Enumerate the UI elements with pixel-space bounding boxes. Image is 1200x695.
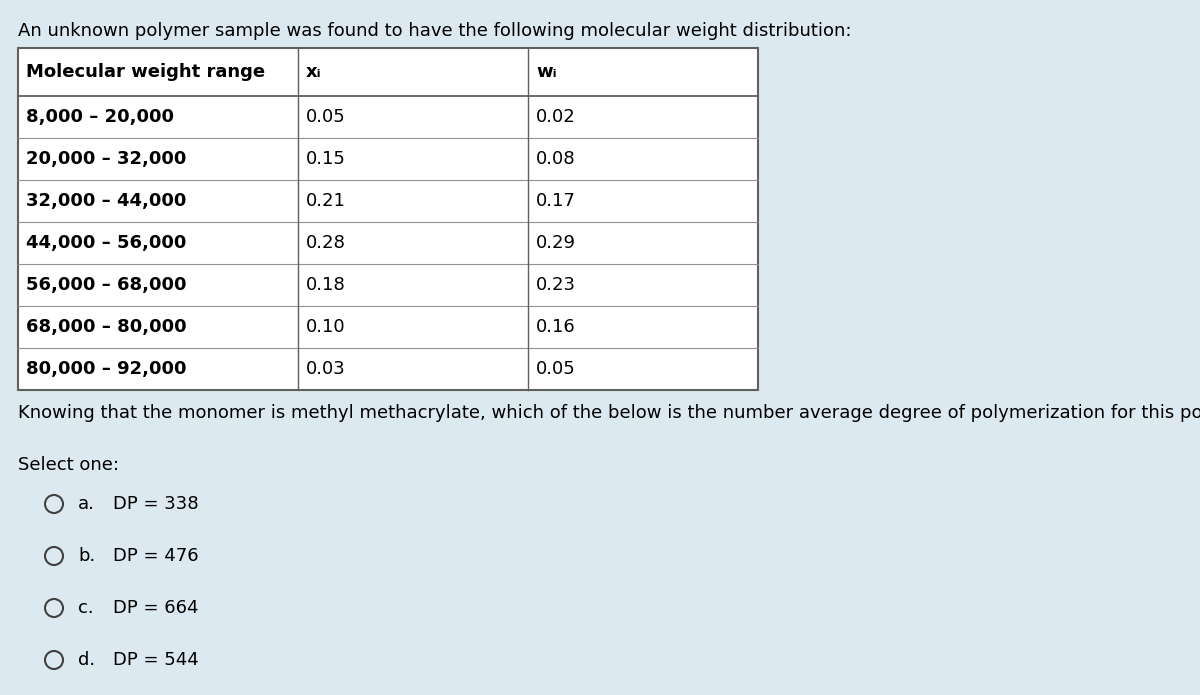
Text: DP = 476: DP = 476 bbox=[113, 547, 199, 565]
Text: a.: a. bbox=[78, 495, 95, 513]
Text: 0.10: 0.10 bbox=[306, 318, 346, 336]
Text: d.: d. bbox=[78, 651, 95, 669]
Text: 0.03: 0.03 bbox=[306, 360, 346, 378]
Text: 0.17: 0.17 bbox=[536, 192, 576, 210]
Text: b.: b. bbox=[78, 547, 95, 565]
Text: 0.16: 0.16 bbox=[536, 318, 576, 336]
Text: 20,000 – 32,000: 20,000 – 32,000 bbox=[26, 150, 186, 168]
Text: 56,000 – 68,000: 56,000 – 68,000 bbox=[26, 276, 186, 294]
Text: 0.28: 0.28 bbox=[306, 234, 346, 252]
Text: DP = 338: DP = 338 bbox=[113, 495, 199, 513]
Text: Molecular weight range: Molecular weight range bbox=[26, 63, 265, 81]
Text: 0.18: 0.18 bbox=[306, 276, 346, 294]
Text: xᵢ: xᵢ bbox=[306, 63, 322, 81]
Text: 0.08: 0.08 bbox=[536, 150, 576, 168]
Text: An unknown polymer sample was found to have the following molecular weight distr: An unknown polymer sample was found to h… bbox=[18, 22, 852, 40]
Text: 32,000 – 44,000: 32,000 – 44,000 bbox=[26, 192, 186, 210]
Text: 0.15: 0.15 bbox=[306, 150, 346, 168]
Text: 0.21: 0.21 bbox=[306, 192, 346, 210]
FancyBboxPatch shape bbox=[18, 48, 758, 390]
Text: c.: c. bbox=[78, 599, 94, 617]
Text: 68,000 – 80,000: 68,000 – 80,000 bbox=[26, 318, 187, 336]
Text: DP = 544: DP = 544 bbox=[113, 651, 199, 669]
Text: Knowing that the monomer is methyl methacrylate, which of the below is the numbe: Knowing that the monomer is methyl metha… bbox=[18, 404, 1200, 422]
Text: wᵢ: wᵢ bbox=[536, 63, 557, 81]
Text: 0.05: 0.05 bbox=[536, 360, 576, 378]
Text: DP = 664: DP = 664 bbox=[113, 599, 198, 617]
Text: Select one:: Select one: bbox=[18, 456, 119, 474]
Text: 80,000 – 92,000: 80,000 – 92,000 bbox=[26, 360, 186, 378]
Text: 0.05: 0.05 bbox=[306, 108, 346, 126]
Text: 0.02: 0.02 bbox=[536, 108, 576, 126]
Text: 44,000 – 56,000: 44,000 – 56,000 bbox=[26, 234, 186, 252]
Text: 0.23: 0.23 bbox=[536, 276, 576, 294]
Text: 8,000 – 20,000: 8,000 – 20,000 bbox=[26, 108, 174, 126]
Text: 0.29: 0.29 bbox=[536, 234, 576, 252]
